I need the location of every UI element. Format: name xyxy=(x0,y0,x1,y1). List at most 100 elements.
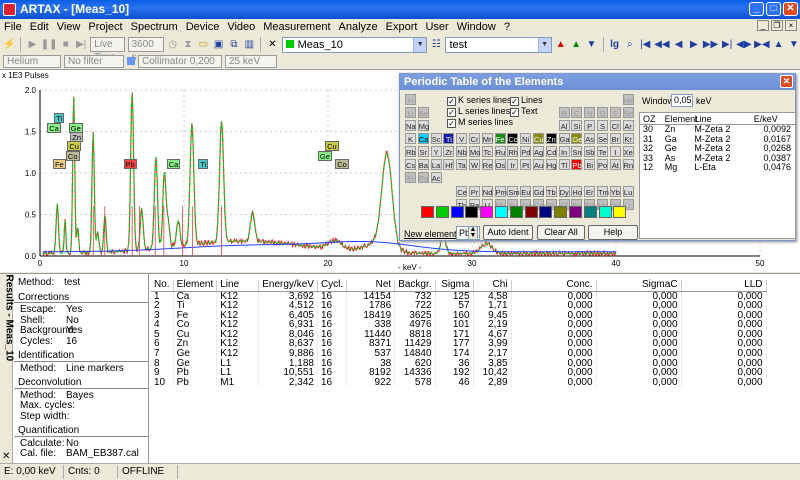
element-f[interactable]: F xyxy=(609,107,621,118)
table-row[interactable]: 6 Zn K12 8,637 16 8371 11429 177 3,99 0,000 0,000 0… xyxy=(151,339,767,350)
element-ne[interactable]: Ne xyxy=(622,107,634,118)
element-mo[interactable]: Mo xyxy=(469,146,481,157)
col-header[interactable]: No. xyxy=(151,280,174,292)
element-i[interactable]: I xyxy=(609,146,621,157)
menu-spectrum[interactable]: Spectrum xyxy=(130,21,178,33)
color-swatch[interactable] xyxy=(435,206,449,218)
element-y[interactable]: Y xyxy=(430,146,442,157)
element-b[interactable]: B xyxy=(558,107,570,118)
menu-video[interactable]: Video xyxy=(227,21,256,33)
dialog-close-icon[interactable]: ✕ xyxy=(780,75,793,88)
collapse-v-icon[interactable]: ▼ xyxy=(788,39,799,50)
arrow-down-icon[interactable]: ▼ xyxy=(586,39,597,50)
log-scale-icon[interactable]: lg xyxy=(610,39,619,50)
peak-label[interactable]: Ti xyxy=(198,158,209,169)
table-row[interactable]: 1 Ca K12 3,692 16 14154 732 125 4,58 0,000 0,000 0,… xyxy=(151,291,767,302)
step-icon[interactable]: ▶| xyxy=(75,39,87,50)
menu-measurement[interactable]: Measurement xyxy=(263,21,331,33)
last-icon[interactable]: ▶| xyxy=(722,39,733,50)
lines-checkbox[interactable]: ✓ Lines xyxy=(510,95,543,106)
element-mn[interactable]: Mn xyxy=(481,133,494,144)
element-si[interactable]: Si xyxy=(571,120,583,131)
element-he[interactable]: He xyxy=(622,94,634,105)
col-header[interactable]: LLD xyxy=(681,280,767,292)
element-ar[interactable]: Ar xyxy=(622,120,634,131)
chart-icon[interactable]: ▥ xyxy=(244,39,255,50)
col-header[interactable]: Line xyxy=(216,280,260,292)
table-row[interactable]: 2 Ti K12 4,512 16 1786 722 57 1,71 0,000 0,000 0,00… xyxy=(151,301,767,311)
element-ge[interactable]: Ge xyxy=(571,133,583,144)
table-row[interactable]: 9 Pb L1 10,551 16 8192 14336 192 10,42 0,000 0,000… xyxy=(151,368,767,378)
color-swatch[interactable] xyxy=(480,206,494,218)
open-folder-icon[interactable]: ▭ xyxy=(198,39,209,50)
color-swatch[interactable] xyxy=(613,206,627,218)
results-table-wrap[interactable]: No. Element Line Energy/keV Cycl. Net Backgr. S… xyxy=(151,280,800,388)
element-dy[interactable]: Dy xyxy=(558,186,570,197)
element-cd[interactable]: Cd xyxy=(545,146,557,157)
element-pm[interactable]: Pm xyxy=(494,186,507,197)
element-mg[interactable]: Mg xyxy=(417,120,430,131)
element-tl[interactable]: Tl xyxy=(558,159,570,170)
l-series-checkbox[interactable]: ✓ L series lines xyxy=(447,106,511,117)
color-swatch[interactable] xyxy=(539,206,553,218)
menu-analyze[interactable]: Analyze xyxy=(338,21,378,33)
element-tb[interactable]: Tb xyxy=(545,186,557,197)
element-nb[interactable]: Nb xyxy=(456,146,468,157)
element-sn[interactable]: Sn xyxy=(571,146,583,157)
element-sc[interactable]: Sc xyxy=(430,133,442,144)
element-pb[interactable]: Pb xyxy=(571,159,583,170)
measurement-select[interactable]: Meas_10 ▼ xyxy=(281,36,428,53)
element-ho[interactable]: Ho xyxy=(571,186,583,197)
collimator-select[interactable]: Collimator 0,200 xyxy=(138,54,222,68)
results-side-tab[interactable]: Results - Meas_10 ✕ xyxy=(0,274,15,464)
element-os[interactable]: Os xyxy=(494,159,506,170)
panel-close-icon[interactable]: ✕ xyxy=(2,451,11,462)
collapse-h-icon[interactable]: ▶◀ xyxy=(754,39,770,50)
element-xe[interactable]: Xe xyxy=(622,146,634,157)
element-pt[interactable]: Pt xyxy=(520,159,532,170)
element-na[interactable]: Na xyxy=(405,120,416,131)
col-header[interactable]: Chi xyxy=(473,280,512,292)
element-la[interactable]: La xyxy=(430,159,442,170)
col-header[interactable]: Backgr. xyxy=(394,280,436,292)
fast-forward-icon[interactable]: ▶▶ xyxy=(702,39,719,50)
m-series-checkbox[interactable]: ✓ M series lines xyxy=(447,117,514,128)
table-row[interactable]: 8 Ge L1 1,188 16 38 620 36 3,85 0,000 0,000 0,000 xyxy=(151,358,767,369)
element-in[interactable]: In xyxy=(558,146,570,157)
peak-label[interactable]: Fe xyxy=(52,158,66,169)
element-sm[interactable]: Sm xyxy=(507,186,520,197)
element-ti[interactable]: Ti xyxy=(443,133,455,144)
color-swatch[interactable] xyxy=(524,206,538,218)
pause-icon[interactable]: ❚❚ xyxy=(40,39,58,50)
table-row[interactable]: 5 Cu K12 8,046 16 11440 8818 171 4,67 0,000 0,000 0… xyxy=(151,330,767,340)
color-swatch[interactable] xyxy=(450,206,464,218)
element-te[interactable]: Te xyxy=(597,146,608,157)
line-table-row[interactable]: 30 Zn M-Zeta 2 0,0092 xyxy=(640,124,795,135)
clear-all-button[interactable]: Clear All xyxy=(537,225,585,240)
element-be[interactable]: Be xyxy=(417,107,429,118)
col-header[interactable]: Conc. xyxy=(511,280,597,292)
col-header[interactable]: Energy/keV xyxy=(258,280,318,292)
element-h[interactable]: H xyxy=(405,94,416,105)
element-ir[interactable]: Ir xyxy=(507,159,519,170)
bars-red-icon[interactable]: ▲ xyxy=(555,39,566,50)
peak-label[interactable]: Ca xyxy=(47,123,61,134)
element-p[interactable]: P xyxy=(584,120,596,131)
element-zr[interactable]: Zr xyxy=(443,146,455,157)
voltage-select[interactable]: 25 keV xyxy=(225,54,277,68)
mdi-restore-button[interactable]: ❐ xyxy=(771,20,783,31)
col-header[interactable]: Cycl. xyxy=(317,280,348,292)
element-c[interactable]: C xyxy=(571,107,583,118)
element-at[interactable]: At xyxy=(609,159,621,170)
line-table-row[interactable]: 31 Ga M-Zeta 2 0,0167 xyxy=(640,134,795,145)
color-swatch[interactable] xyxy=(569,206,582,218)
element-zn[interactable]: Zn xyxy=(545,133,557,144)
element-re[interactable]: Re xyxy=(481,159,493,170)
k-series-checkbox[interactable]: ✓ K series lines xyxy=(447,95,512,106)
element-k[interactable]: K xyxy=(405,133,416,144)
element-kr[interactable]: Kr xyxy=(622,133,634,144)
text-checkbox[interactable]: ✓ Text xyxy=(510,106,538,117)
project-icon[interactable]: ☷ xyxy=(431,39,441,50)
element-fr[interactable]: Fr xyxy=(405,172,416,183)
element-br[interactable]: Br xyxy=(609,133,621,144)
